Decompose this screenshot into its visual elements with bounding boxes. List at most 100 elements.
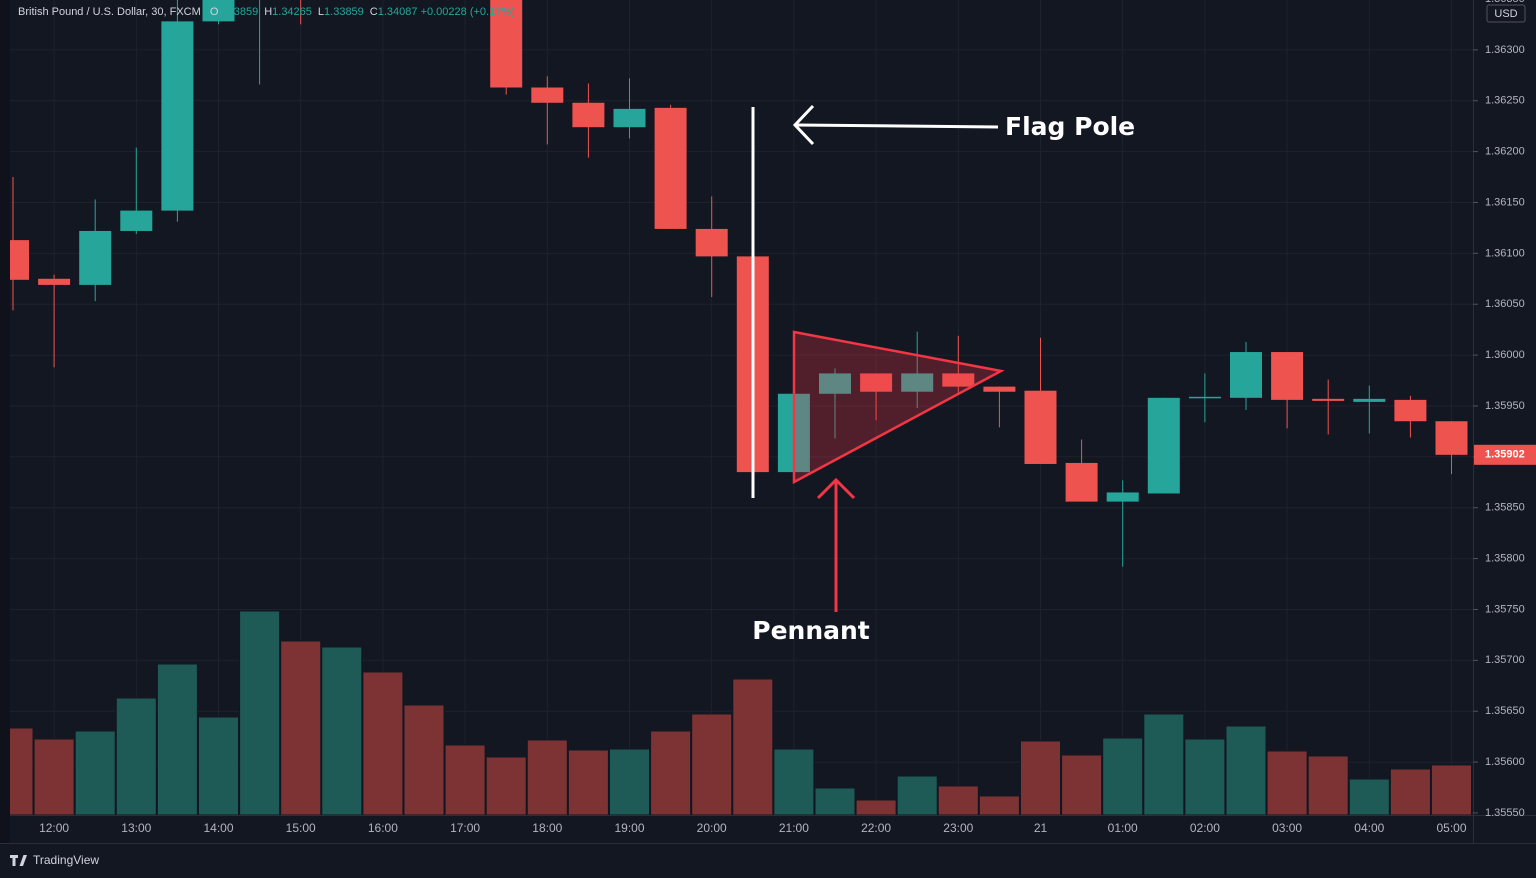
ohlc: O1.33859 H1.34265 L1.33859 C1.34087 bbox=[204, 6, 421, 18]
y-tick-label: 1.36200 bbox=[1485, 146, 1525, 158]
volume-bar bbox=[444, 744, 486, 815]
volume-bar bbox=[403, 704, 445, 815]
volume-bar bbox=[74, 730, 116, 815]
annotations: Flag Pole Pennant bbox=[751, 104, 1135, 645]
volume-bar bbox=[609, 748, 650, 815]
candle-body bbox=[901, 373, 934, 392]
candle-body bbox=[120, 210, 153, 231]
candle-body bbox=[1353, 398, 1386, 402]
volume-bar bbox=[198, 716, 239, 815]
y-tick-label: 1.35850 bbox=[1485, 502, 1525, 514]
volume-bar bbox=[732, 678, 774, 815]
volume-bar bbox=[10, 727, 34, 815]
volume-bar bbox=[567, 749, 609, 815]
volume-bar bbox=[1348, 778, 1390, 815]
y-tick-label: 1.36350 bbox=[1485, 0, 1525, 5]
last-price-label: 1.35902 bbox=[1485, 449, 1525, 461]
x-tick-label: 05:00 bbox=[1436, 821, 1466, 835]
volume-bar bbox=[1143, 713, 1185, 815]
volume-bar bbox=[1184, 738, 1226, 815]
x-tick-label: 21:00 bbox=[779, 821, 809, 835]
candle-body bbox=[654, 107, 687, 229]
candle-body bbox=[1106, 492, 1139, 502]
ohlc-value: 1.33859 bbox=[324, 6, 364, 18]
pennant-label: Pennant bbox=[752, 616, 870, 645]
x-tick-label: 12:00 bbox=[39, 821, 69, 835]
candle-body bbox=[1271, 352, 1304, 400]
x-tick-label: 03:00 bbox=[1272, 821, 1302, 835]
y-tick-label: 1.36250 bbox=[1485, 95, 1525, 107]
ohlc-value: 1.33859 bbox=[218, 6, 259, 18]
x-tick-label: 16:00 bbox=[368, 821, 398, 835]
y-tick-label: 1.35700 bbox=[1485, 654, 1525, 666]
change: +0.00228 (+0.17%) bbox=[420, 6, 515, 18]
candle-body bbox=[1188, 396, 1221, 399]
pennant-arrowhead bbox=[816, 477, 856, 500]
brand: TradingView bbox=[10, 853, 99, 867]
pennant-triangle bbox=[792, 330, 1005, 485]
x-tick-label: 14:00 bbox=[203, 821, 233, 835]
volume-bar bbox=[526, 739, 568, 815]
candle-body bbox=[490, 0, 523, 88]
y-tick-label: 1.35550 bbox=[1485, 807, 1525, 819]
candle-body bbox=[1435, 421, 1468, 455]
volume-bar bbox=[115, 697, 157, 815]
volume-bar bbox=[691, 713, 733, 815]
volume-bar bbox=[1102, 737, 1144, 815]
candle-body bbox=[10, 240, 29, 280]
candle-body bbox=[983, 386, 1016, 392]
volume-bar bbox=[937, 785, 979, 815]
candle-body bbox=[695, 228, 728, 257]
candle-body bbox=[819, 373, 851, 394]
volume-bar bbox=[896, 775, 938, 815]
volume-bar bbox=[1061, 754, 1103, 815]
x-tick-label: 19:00 bbox=[614, 821, 644, 835]
volume-bar bbox=[485, 756, 527, 815]
volume-bar bbox=[280, 640, 322, 815]
y-tick-label: 1.36050 bbox=[1485, 298, 1525, 310]
x-tick-label: 04:00 bbox=[1354, 821, 1384, 835]
volume-bar bbox=[1225, 725, 1267, 815]
flag-pole-label: Flag Pole bbox=[1005, 112, 1135, 141]
ohlc-key: L bbox=[317, 6, 325, 18]
volume-bar bbox=[978, 795, 1020, 815]
volume-bar bbox=[650, 730, 692, 815]
y-tick-label: 1.35950 bbox=[1485, 400, 1525, 412]
candle-body bbox=[38, 278, 71, 285]
y-tick-label: 1.35800 bbox=[1485, 553, 1525, 565]
x-tick-label: 18:00 bbox=[532, 821, 562, 835]
ohlc-key: C bbox=[369, 6, 378, 18]
y-tick-label: 1.35750 bbox=[1485, 603, 1525, 615]
candle-body bbox=[1312, 398, 1345, 401]
left-strip bbox=[0, 0, 10, 843]
volume-bar bbox=[814, 787, 856, 815]
volume-bar bbox=[362, 671, 404, 815]
flag-pole-arrowhead bbox=[792, 104, 815, 146]
candle-body bbox=[202, 0, 235, 22]
ohlc-key: H bbox=[264, 6, 273, 18]
flag-pole-arrow bbox=[796, 123, 999, 129]
candle-body bbox=[531, 87, 564, 103]
candle-body bbox=[1230, 352, 1262, 398]
volume-bar bbox=[773, 748, 815, 815]
brand-label: TradingView bbox=[33, 853, 99, 867]
ohlc-value: 1.34087 bbox=[377, 6, 418, 18]
volume-bar bbox=[239, 610, 281, 815]
candle-body bbox=[860, 373, 893, 392]
x-tick-label: 13:00 bbox=[121, 821, 151, 835]
candle-body bbox=[1147, 397, 1180, 494]
y-tick-label: 1.36100 bbox=[1485, 247, 1525, 259]
legend-header: British Pound / U.S. Dollar, 30, FXCM O1… bbox=[18, 6, 515, 18]
volume-bar bbox=[1020, 740, 1061, 815]
symbol: British Pound / U.S. Dollar, 30, FXCM bbox=[18, 6, 201, 18]
x-tick-label: 22:00 bbox=[861, 821, 891, 835]
candle-body bbox=[572, 102, 605, 128]
last-price-tag bbox=[1474, 444, 1536, 465]
axes: 1.35550 1.35600 1.35650 1.35700 1.35750 1.358… bbox=[0, 0, 1536, 844]
currency-label: USD bbox=[1494, 8, 1517, 20]
currency-box: USD bbox=[1486, 4, 1526, 23]
volume-bar bbox=[1266, 750, 1308, 815]
x-tick-label: 23:00 bbox=[943, 821, 973, 835]
